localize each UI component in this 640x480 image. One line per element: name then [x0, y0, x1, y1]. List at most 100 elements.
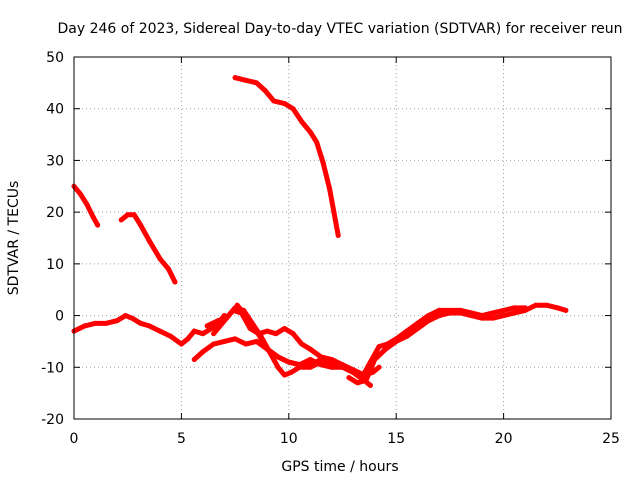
data-point [563, 307, 569, 313]
x-tick-label: 0 [70, 431, 79, 447]
data-point [307, 129, 313, 135]
data-point [92, 320, 98, 326]
data-point [254, 338, 260, 344]
series-arc-9 [346, 302, 569, 386]
data-point [511, 305, 517, 311]
data-point [327, 186, 333, 192]
y-tick-label: 50 [46, 50, 64, 66]
data-point [359, 375, 365, 381]
data-point [131, 212, 137, 218]
plot-frame [73, 56, 612, 420]
data-point [329, 357, 335, 363]
data-point [138, 222, 144, 228]
y-tick-label: 20 [46, 205, 64, 221]
data-point [350, 369, 356, 375]
data-point [290, 106, 296, 112]
data-point [90, 214, 96, 220]
data-point [125, 212, 131, 218]
data-point [221, 318, 227, 324]
data-point [243, 313, 249, 319]
data-point [271, 98, 277, 104]
data-point [299, 341, 305, 347]
data-point [168, 333, 174, 339]
data-point [234, 302, 240, 308]
data-point [208, 326, 214, 331]
data-point [118, 217, 124, 223]
data-point [335, 232, 341, 238]
y-tick-label: -20 [41, 412, 64, 428]
data-point [282, 101, 288, 107]
data-point [367, 359, 373, 365]
data-point [146, 323, 152, 329]
data-point [200, 331, 206, 337]
data-point [211, 331, 217, 337]
data-point [367, 382, 373, 388]
data-point [273, 331, 279, 337]
data-point [138, 320, 144, 326]
data-point [191, 328, 197, 334]
data-point [103, 320, 109, 326]
y-tick-label: 30 [46, 153, 64, 169]
data-point [436, 313, 442, 319]
data-point [282, 372, 288, 378]
data-point [297, 362, 303, 368]
data-point [232, 75, 238, 81]
x-tick-label: 10 [280, 431, 298, 447]
data-point [447, 307, 453, 313]
y-tick-label: 0 [55, 309, 64, 325]
data-point [178, 341, 184, 347]
data-point [511, 310, 517, 316]
x-tick-label: 25 [602, 431, 620, 447]
data-point [262, 88, 268, 94]
data-point [254, 80, 260, 86]
data-point [172, 279, 178, 285]
data-point [318, 362, 324, 368]
data-point [393, 336, 399, 342]
data-point [211, 341, 217, 347]
data-point [501, 313, 507, 319]
axes: 0 5 10 15 20 25 -20 -10 0 10 20 30 40 50 [41, 50, 620, 447]
data-point [533, 302, 539, 308]
data-point [385, 341, 391, 347]
data-point [290, 331, 296, 337]
data-point [425, 313, 431, 319]
data-point [288, 369, 294, 375]
data-point [346, 375, 352, 381]
data-point [307, 357, 313, 363]
data-point [331, 209, 337, 215]
data-point [415, 320, 421, 326]
data-point [84, 201, 90, 207]
y-tick-label: 40 [46, 102, 64, 118]
data-point [114, 318, 120, 324]
data-point [243, 341, 249, 347]
x-axis-label: GPS time / hours [281, 459, 398, 475]
data-point [264, 328, 270, 334]
data-point [355, 380, 361, 386]
data-point [282, 326, 288, 331]
data-point [404, 328, 410, 334]
data-point [307, 364, 313, 370]
series-arc-4 [71, 313, 227, 347]
data-point [275, 354, 281, 360]
data-point [204, 323, 210, 329]
data-point [376, 344, 382, 350]
data-point [166, 266, 172, 272]
data-point [522, 305, 528, 311]
plot-area [71, 75, 569, 388]
data-point [436, 307, 442, 313]
data-point [314, 139, 320, 145]
data-point [129, 315, 135, 321]
data-point [243, 77, 249, 83]
data-point [490, 315, 496, 321]
series-arc-2 [118, 212, 178, 285]
data-point [185, 336, 191, 342]
data-point [286, 359, 292, 365]
data-point [340, 364, 345, 370]
data-point [275, 364, 281, 370]
data-point [215, 318, 221, 324]
data-point [230, 307, 236, 313]
grid [74, 57, 611, 419]
x-tick-label: 20 [495, 431, 513, 447]
chart-title: Day 246 of 2023, Sidereal Day-to-day VTE… [57, 21, 622, 37]
